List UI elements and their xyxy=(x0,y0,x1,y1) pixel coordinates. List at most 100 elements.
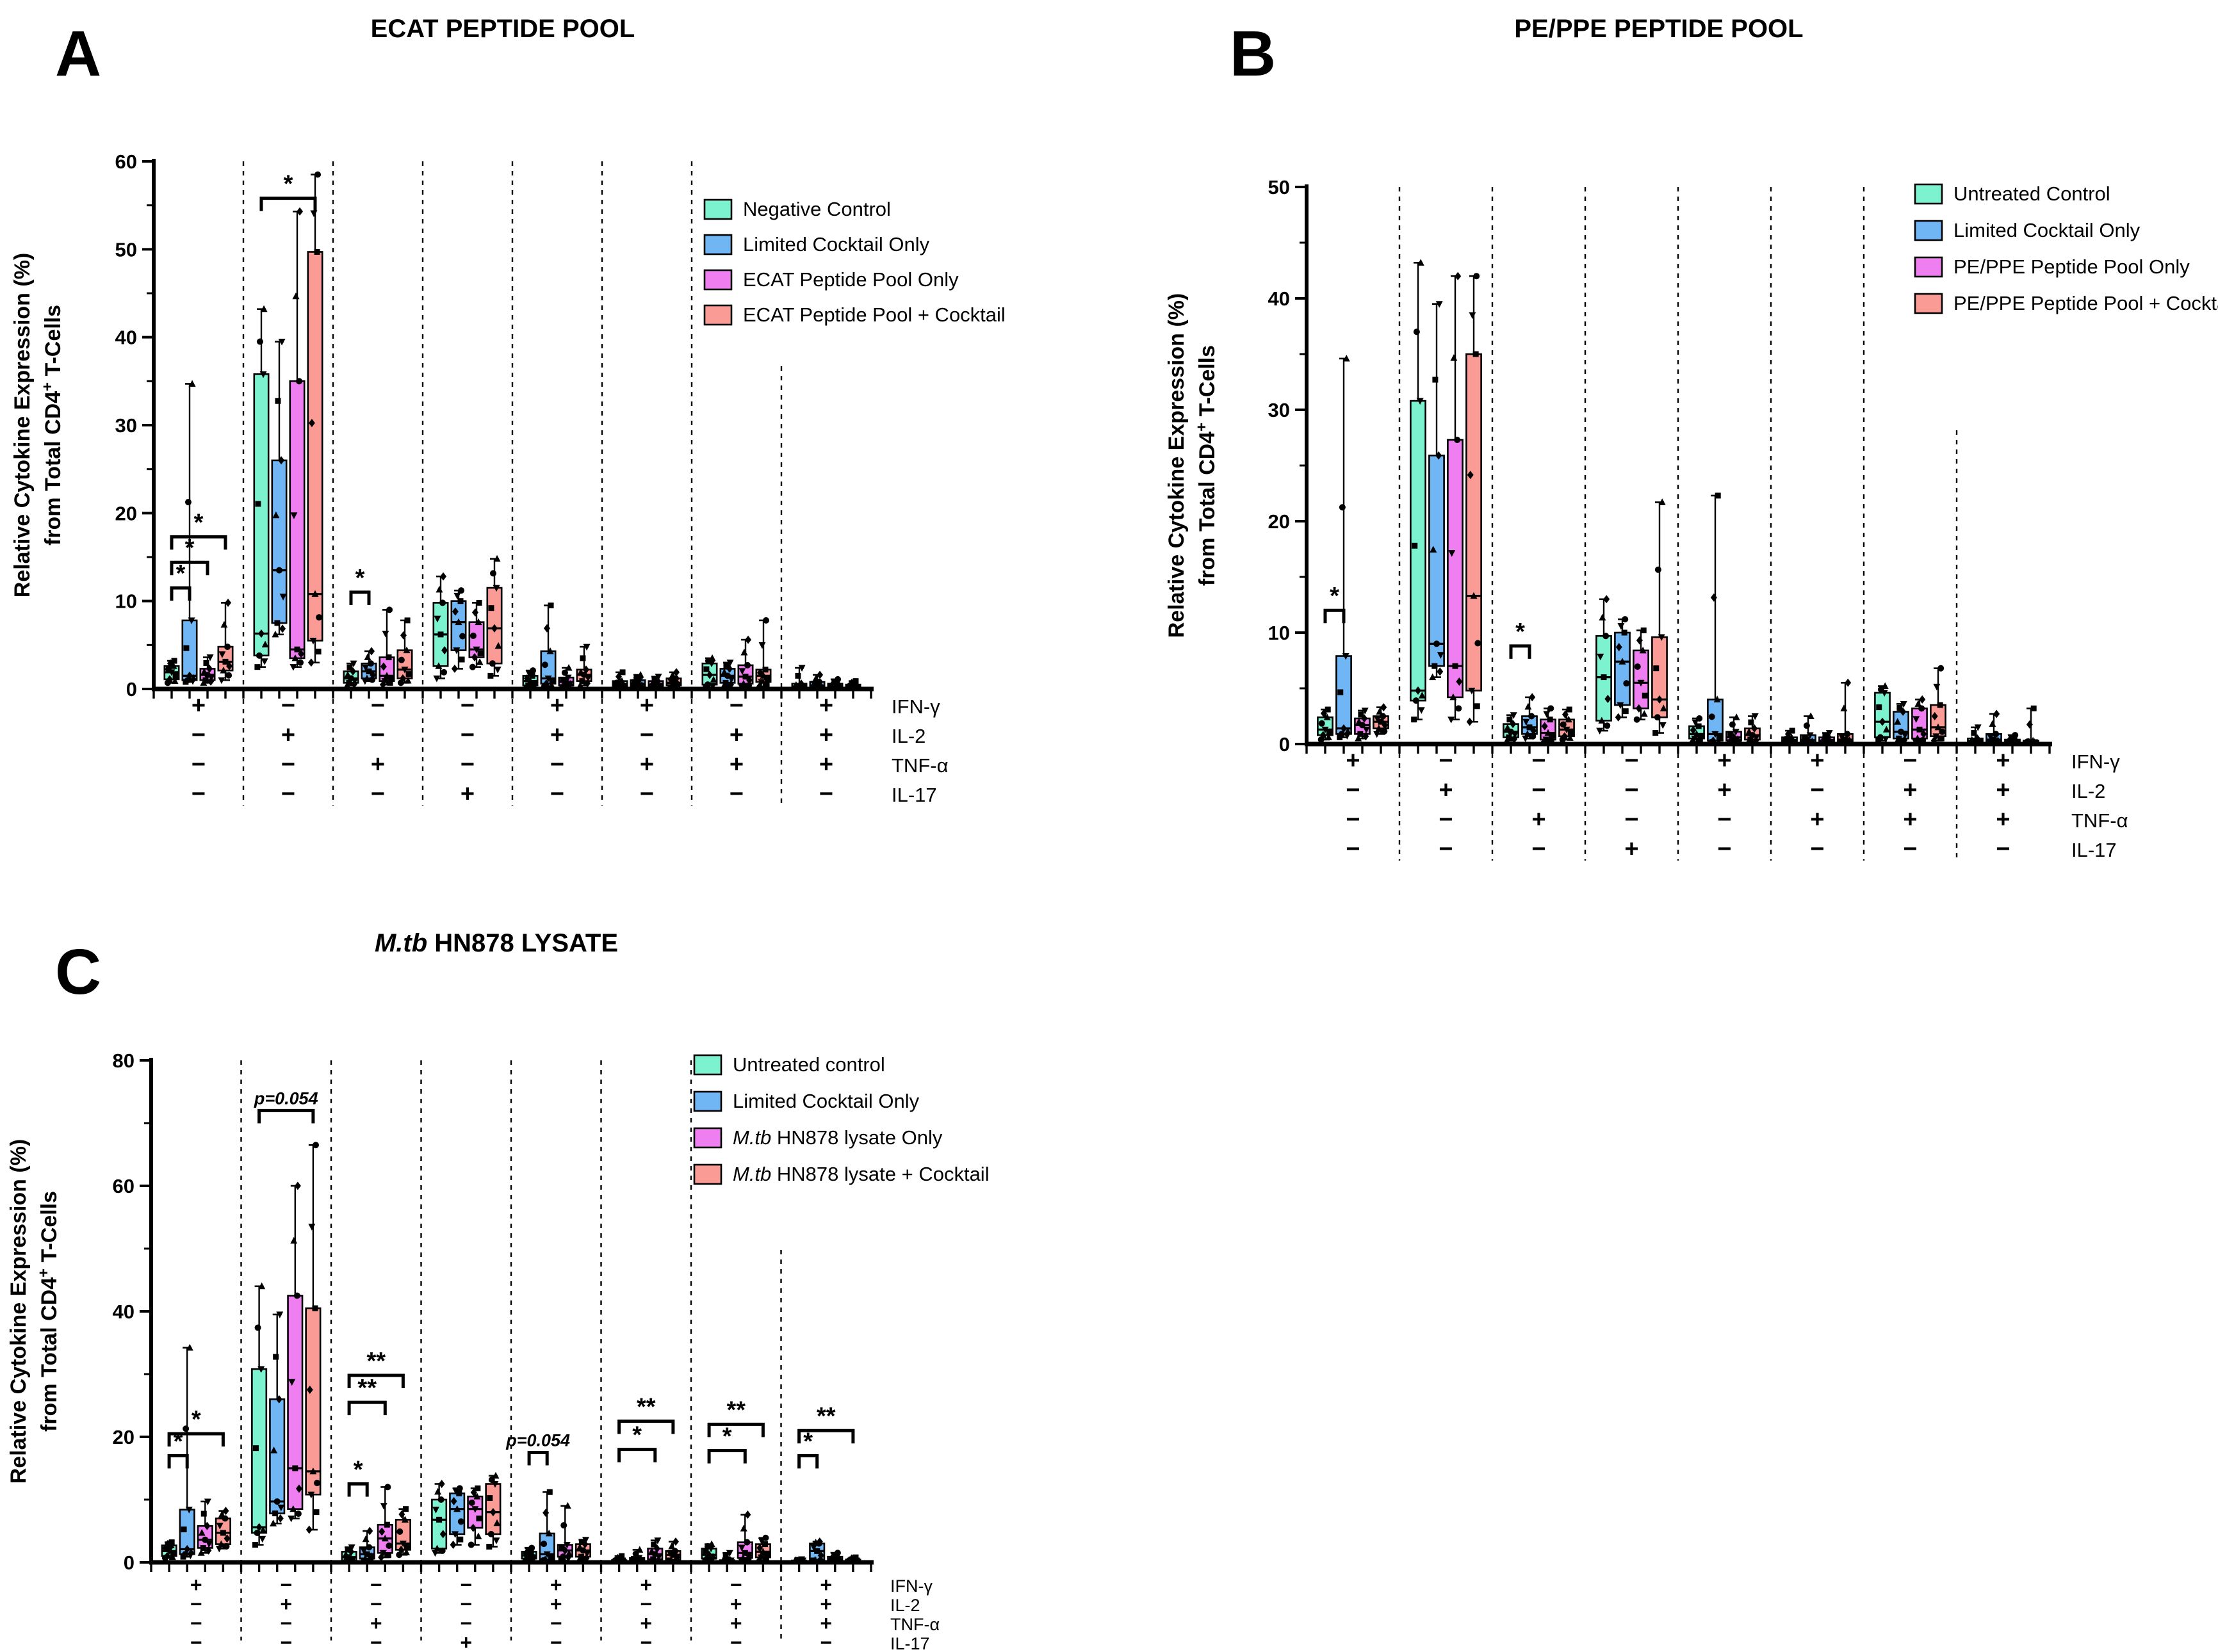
stim-sign: + xyxy=(730,722,744,749)
boxplot xyxy=(271,339,288,638)
boxplot xyxy=(197,1498,213,1556)
stim-sign: + xyxy=(460,1631,472,1652)
significance-bracket xyxy=(170,586,192,601)
boxplot xyxy=(1614,616,1631,722)
legend-label: Untreated Control xyxy=(1953,182,2110,205)
significance-label: ** xyxy=(366,1348,386,1375)
boxplot xyxy=(540,603,557,690)
stim-sign: − xyxy=(1903,747,1917,774)
stim-sign: − xyxy=(1810,777,1824,804)
boxplot xyxy=(1725,713,1742,746)
stim-sign: − xyxy=(281,692,295,719)
stim-sign: + xyxy=(550,1573,562,1596)
legend-label: Limited Cocktail Only xyxy=(733,1090,920,1112)
stim-row-label: IL-17 xyxy=(2071,839,2117,861)
significance-bracket xyxy=(170,535,227,550)
significance-bracket xyxy=(259,197,317,211)
boxplot xyxy=(1465,273,1482,726)
significance-bracket xyxy=(347,1400,387,1416)
boxplot xyxy=(1317,706,1333,743)
stim-sign: − xyxy=(281,781,295,807)
boxplot xyxy=(1521,693,1538,743)
stim-sign: + xyxy=(461,781,475,807)
stim-sign: + xyxy=(370,1612,382,1635)
stim-sign: − xyxy=(371,722,385,749)
stim-row-label: TNF-α xyxy=(890,1615,940,1634)
boxplot xyxy=(755,617,772,691)
y-tick-label: 50 xyxy=(115,238,137,261)
significance-label: * xyxy=(192,1406,201,1433)
boxplot xyxy=(468,599,485,670)
significance-bracket xyxy=(170,560,209,576)
boxplot xyxy=(1558,706,1575,743)
stim-sign: − xyxy=(1717,836,1731,862)
stim-sign: − xyxy=(550,1631,562,1652)
stim-sign: − xyxy=(1903,836,1917,862)
stim-row-label: TNF-α xyxy=(892,754,949,777)
y-tick-label: 30 xyxy=(115,414,137,437)
panel-C: **p=0.054*****p=0.054 *********020406080C… xyxy=(6,929,990,1652)
boxplot xyxy=(359,1526,375,1564)
legend-swatch xyxy=(1914,183,1943,205)
stim-sign: + xyxy=(1531,806,1545,833)
stim-sign: + xyxy=(1903,777,1917,804)
legend-item: Limited Cocktail Only xyxy=(693,1090,920,1112)
stim-row-label: IL-17 xyxy=(892,784,937,806)
significance-label: ** xyxy=(637,1394,656,1421)
legend-item: Untreated Control xyxy=(1914,182,2110,205)
stim-row-label: TNF-α xyxy=(2071,809,2128,832)
significance-label: * xyxy=(194,509,204,536)
significance-label: p=0.054 xyxy=(254,1089,318,1108)
boxplot xyxy=(217,598,234,684)
boxplot xyxy=(379,606,395,689)
stim-sign: − xyxy=(371,692,385,719)
legend-item: M.tb HN878 lysate Only xyxy=(693,1126,943,1149)
boxplot xyxy=(215,1507,231,1553)
stim-sign: − xyxy=(1810,836,1824,862)
stim-sign: + xyxy=(371,751,385,778)
legend-item: ECAT Peptide Pool + Cocktail xyxy=(703,304,1006,326)
stim-sign: + xyxy=(1346,747,1360,774)
stim-sign: − xyxy=(280,1612,292,1635)
significance-label: * xyxy=(722,1423,732,1450)
stim-sign: − xyxy=(371,781,385,807)
stim-sign: + xyxy=(1903,806,1917,833)
legend-label: ECAT Peptide Pool Only xyxy=(743,268,959,291)
stim-sign: + xyxy=(820,1612,832,1635)
stim-sign: − xyxy=(1717,806,1731,833)
stim-sign: + xyxy=(640,1573,652,1596)
stim-row-label: IFN-γ xyxy=(2071,750,2120,773)
stim-sign: − xyxy=(460,1573,472,1596)
stim-sign: + xyxy=(820,1573,832,1596)
boxplot xyxy=(1986,709,2002,746)
significance-label: * xyxy=(354,1457,363,1484)
stim-sign: − xyxy=(640,1592,652,1616)
legend-label: Limited Cocktail Only xyxy=(743,233,930,255)
legend-label: Negative Control xyxy=(743,198,891,220)
stim-sign: − xyxy=(1531,777,1545,804)
stim-sign: − xyxy=(730,1631,742,1652)
stim-sign: + xyxy=(730,1592,742,1616)
stim-sign: + xyxy=(1810,747,1824,774)
stim-sign: + xyxy=(192,692,206,719)
legend-item: PE/PPE Peptide Pool Only xyxy=(1914,255,2190,278)
stim-sign: − xyxy=(640,722,654,749)
legend-label: M.tb HN878 lysate Only xyxy=(733,1126,943,1149)
boxplot xyxy=(1428,301,1445,681)
boxplot xyxy=(179,1343,195,1560)
significance-bracket xyxy=(257,1108,315,1124)
boxplot xyxy=(1893,700,1909,745)
legend-swatch xyxy=(1914,220,1943,241)
legend-item: Untreated control xyxy=(693,1053,885,1076)
legend-label: PE/PPE Peptide Pool + Cocktail xyxy=(1953,292,2218,314)
boxplot xyxy=(467,1485,484,1548)
boxplot xyxy=(701,654,718,690)
legend-item: Limited Cocktail Only xyxy=(1914,219,2141,241)
stim-sign: − xyxy=(730,1573,742,1596)
stim-sign: + xyxy=(1624,836,1638,862)
boxplot xyxy=(1911,695,1928,746)
boxplot xyxy=(701,1540,717,1564)
boxplot xyxy=(289,207,306,671)
stim-sign: + xyxy=(550,722,564,749)
legend-item: PE/PPE Peptide Pool + Cocktail xyxy=(1914,292,2218,314)
